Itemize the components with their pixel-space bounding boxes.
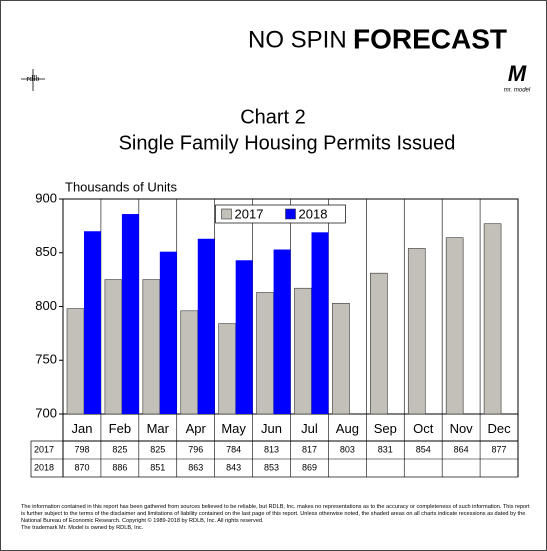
legend-frame [215,204,346,224]
bar [332,302,350,415]
bar [218,323,236,415]
bar [235,260,253,414]
y-tick-label: 850 [35,244,57,259]
table-value: 851 [150,462,165,472]
table-value: 870 [74,462,89,472]
table-value: 854 [416,444,431,454]
table-value: 817 [302,444,317,454]
x-tick-label: Jan [71,421,92,436]
table-row-label: 2018 [34,462,54,472]
table-value: 803 [340,444,355,454]
table-value: 869 [302,462,317,472]
x-tick-label: Jul [301,421,318,436]
bar [256,292,274,415]
x-tick-label: May [221,421,246,436]
x-tick-label: Sep [374,421,397,436]
logo-right: M [508,61,527,86]
bar [197,238,215,414]
bar [159,251,177,414]
y-tick-label: 900 [35,190,57,205]
footnote-text: The trademark Mr. Model is owned by RDLB… [21,525,144,531]
x-tick-label: Jun [261,421,282,436]
table-value: 796 [188,444,203,454]
legend-label: 2017 [235,206,264,221]
x-tick-label: Dec [487,421,511,436]
y-axis-label: Thousands of Units [65,179,178,194]
bar [273,249,291,414]
chart-title: Chart 2 [240,106,306,128]
table-value: 886 [112,462,127,472]
logo-left: rdlb [27,74,40,83]
y-tick-label: 750 [35,352,57,367]
table-value: 853 [264,462,279,472]
table-value: 784 [226,444,241,454]
x-tick-label: Apr [186,421,207,436]
legend-swatch [285,208,296,220]
chart-subtitle: Single Family Housing Permits Issued [119,132,456,154]
table-value: 864 [454,444,469,454]
bar [294,287,312,415]
table-value: 798 [74,444,89,454]
y-tick-label: 700 [35,405,57,420]
brand-right: FORECAST [353,23,507,54]
x-tick-label: Nov [450,421,474,436]
table-value: 863 [188,462,203,472]
bar [121,214,139,414]
footnote: The information contained in this report… [21,504,531,532]
table-value: 825 [112,444,127,454]
table-row-label: 2017 [34,444,54,454]
bar [84,231,101,414]
table-value: 877 [492,444,507,454]
chart: NO SPIN FORECAST rdlb M mr. model Chart … [21,23,531,478]
bar [483,223,502,415]
bar [142,279,161,415]
x-tick-label: Mar [147,421,170,436]
bar [180,310,199,415]
bar [311,232,329,414]
footnote-text: The information contained in this report… [21,504,530,524]
x-tick-label: Feb [109,421,131,436]
bar [104,279,123,415]
brand-left: NO SPIN [248,26,347,53]
logo-right-sub: mr. model [504,88,531,94]
bar [370,272,388,415]
bar [66,308,85,415]
bar [445,237,464,415]
table-value: 825 [150,444,165,454]
legend-swatch [221,208,232,220]
x-tick-label: Aug [336,421,359,436]
x-tick-label: Oct [413,421,434,436]
table-value: 831 [378,444,393,454]
bar [407,248,426,415]
legend-label: 2018 [299,206,328,221]
table-value: 813 [264,444,279,454]
table-value: 843 [226,462,241,472]
y-tick-label: 800 [35,298,57,313]
